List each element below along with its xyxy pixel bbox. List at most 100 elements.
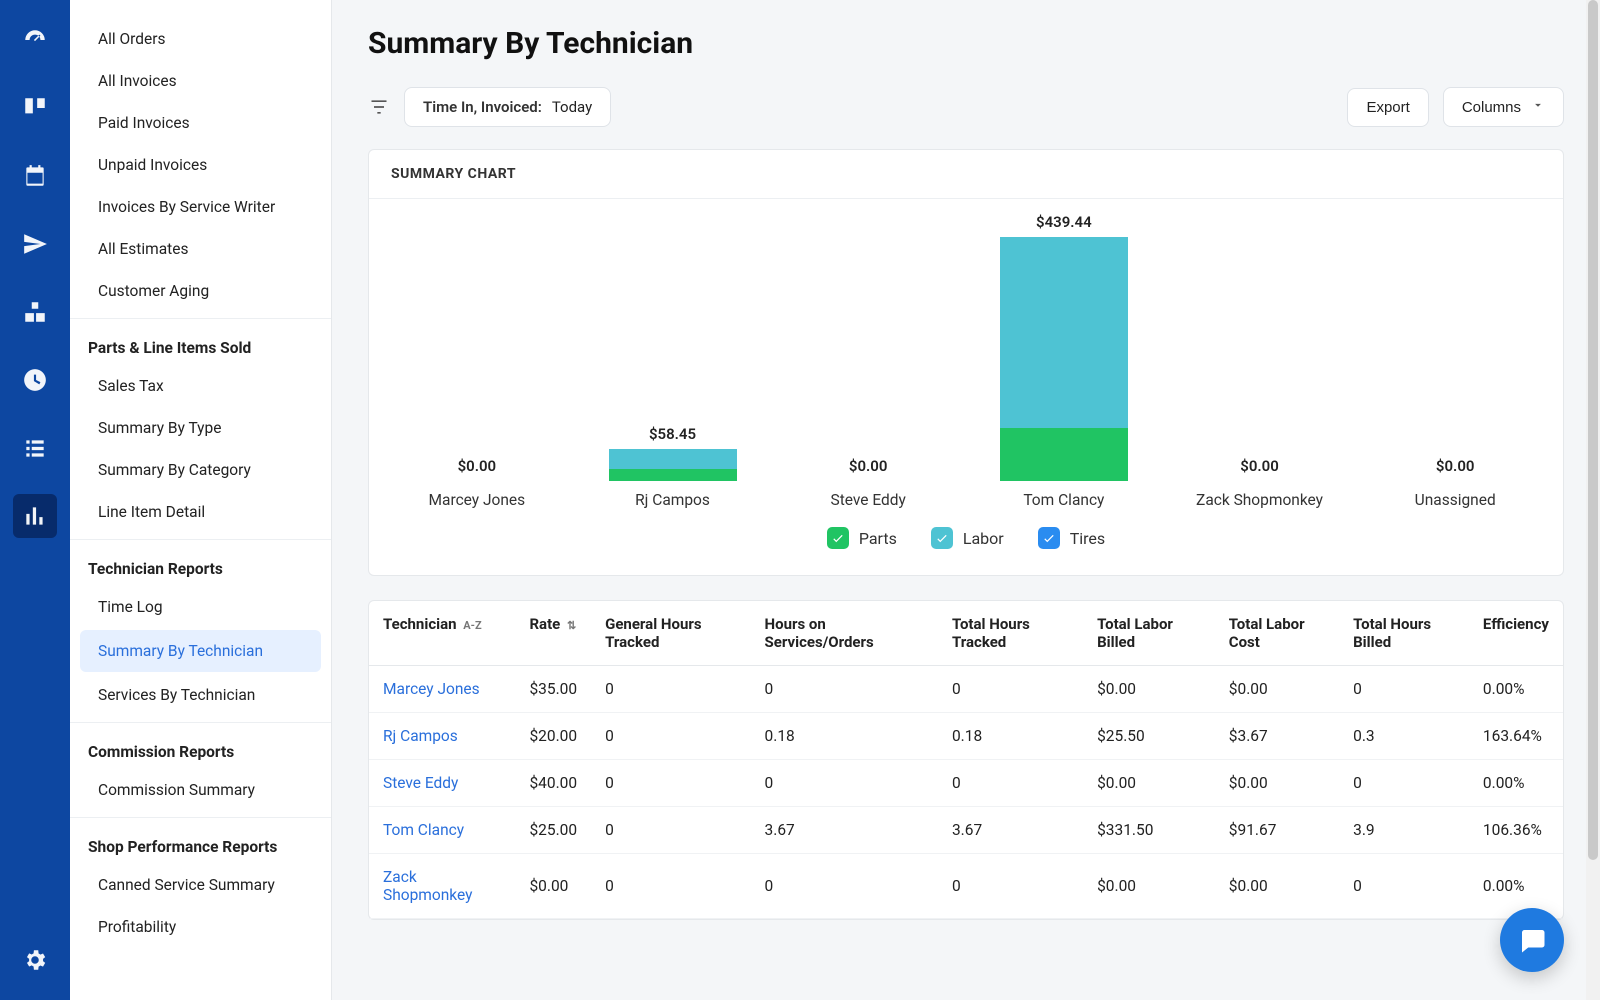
nav-item-profitability[interactable]: Profitability — [70, 906, 331, 948]
cell-tot_labor_cost: $91.67 — [1215, 807, 1339, 854]
nav-item-sales-tax[interactable]: Sales Tax — [70, 365, 331, 407]
boxes-icon[interactable] — [13, 290, 57, 334]
scrollbar[interactable] — [1586, 0, 1600, 1000]
nav-item-summary-by-technician[interactable]: Summary By Technician — [80, 630, 321, 672]
bar-value-label: $58.45 — [649, 425, 696, 443]
bar-segment-parts — [609, 469, 737, 481]
chat-launcher[interactable] — [1500, 908, 1564, 972]
chart-bar-rj-campos: $58.45 Rj Campos — [575, 425, 771, 509]
cell-technician[interactable]: Marcey Jones — [369, 666, 515, 713]
legend-label: Labor — [963, 529, 1004, 548]
bar-category-label: Zack Shopmonkey — [1196, 491, 1323, 509]
cell-technician[interactable]: Tom Clancy — [369, 807, 515, 854]
table-body: Marcey Jones$35.00000$0.00$0.0000.00% Rj … — [369, 666, 1563, 919]
bar-value-label: $0.00 — [1436, 457, 1475, 475]
cell-technician[interactable]: Zack Shopmonkey — [369, 854, 515, 919]
cell-gen_hours: 0 — [591, 713, 750, 760]
cell-tot_hrs_tracked: 0 — [938, 760, 1083, 807]
bar-segment-labor — [609, 449, 737, 469]
scrollbar-thumb[interactable] — [1588, 0, 1598, 860]
filter-label: Time In, Invoiced: — [423, 98, 542, 116]
legend-item-parts[interactable]: Parts — [827, 527, 897, 549]
calendar-icon[interactable] — [13, 154, 57, 198]
dashboard-icon[interactable] — [13, 18, 57, 62]
list-icon[interactable] — [13, 426, 57, 470]
bar-chart-icon[interactable] — [13, 494, 57, 538]
nav-item-commission-summary[interactable]: Commission Summary — [70, 769, 331, 811]
col-gen_hours[interactable]: General Hours Tracked — [591, 601, 750, 666]
col-efficiency[interactable]: Efficiency — [1469, 601, 1563, 666]
board-icon[interactable] — [13, 86, 57, 130]
chart-bar-tom-clancy: $439.44Tom Clancy — [966, 213, 1162, 509]
nav-item-services-by-technician[interactable]: Services By Technician — [70, 674, 331, 716]
cell-tot_hrs_billed: 3.9 — [1339, 807, 1469, 854]
bar-category-label: Rj Campos — [635, 491, 710, 509]
nav-item-unpaid-invoices[interactable]: Unpaid Invoices — [70, 144, 331, 186]
col-tot_labor_cost[interactable]: Total Labor Cost — [1215, 601, 1339, 666]
cell-rate: $0.00 — [515, 854, 591, 919]
cell-tot_labor_cost: $0.00 — [1215, 666, 1339, 713]
chart-bar-marcey-jones: $0.00Marcey Jones — [379, 457, 575, 509]
cell-technician[interactable]: Rj Campos — [369, 713, 515, 760]
cell-tot_hrs_billed: 0 — [1339, 666, 1469, 713]
table-row: Steve Eddy$40.00000$0.00$0.0000.00% — [369, 760, 1563, 807]
nav-item-canned-service-summary[interactable]: Canned Service Summary — [70, 864, 331, 906]
toolbar: Time In, Invoiced: Today Export Columns — [368, 87, 1564, 127]
nav-item-summary-by-category[interactable]: Summary By Category — [70, 449, 331, 491]
nav-item-line-item-detail[interactable]: Line Item Detail — [70, 491, 331, 533]
settings-icon[interactable] — [13, 938, 57, 982]
col-rate[interactable]: Rate ⇅ — [515, 601, 591, 666]
legend-item-tires[interactable]: Tires — [1038, 527, 1105, 549]
nav-item-time-log[interactable]: Time Log — [70, 586, 331, 628]
summary-chart-header: SUMMARY CHART — [369, 150, 1563, 199]
date-filter-pill[interactable]: Time In, Invoiced: Today — [404, 87, 611, 127]
clock-icon[interactable] — [13, 358, 57, 402]
col-tot_hrs_tracked[interactable]: Total Hours Tracked — [938, 601, 1083, 666]
nav-item-all-estimates[interactable]: All Estimates — [70, 228, 331, 270]
bar-category-label: Marcey Jones — [429, 491, 526, 509]
cell-tot_hrs_billed: 0 — [1339, 760, 1469, 807]
summary-chart-body: $0.00Marcey Jones$58.45Rj Campos$0.00Ste… — [369, 199, 1563, 575]
cell-efficiency: 0.00% — [1469, 666, 1563, 713]
filter-icon[interactable] — [368, 96, 390, 118]
technician-link[interactable]: Marcey Jones — [383, 680, 480, 698]
cell-rate: $25.00 — [515, 807, 591, 854]
cell-gen_hours: 0 — [591, 666, 750, 713]
cell-efficiency: 0.00% — [1469, 854, 1563, 919]
nav-item-summary-by-type[interactable]: Summary By Type — [70, 407, 331, 449]
export-button[interactable]: Export — [1347, 88, 1428, 127]
bar-segment-labor — [1000, 237, 1128, 428]
technician-link[interactable]: Tom Clancy — [383, 821, 464, 839]
send-icon[interactable] — [13, 222, 57, 266]
nav-item-paid-invoices[interactable]: Paid Invoices — [70, 102, 331, 144]
col-technician[interactable]: Technician A-Z — [369, 601, 515, 666]
col-tot_hrs_billed[interactable]: Total Hours Billed — [1339, 601, 1469, 666]
summary-chart-card: SUMMARY CHART $0.00Marcey Jones$58.45Rj … — [368, 149, 1564, 576]
cell-technician[interactable]: Steve Eddy — [369, 760, 515, 807]
chart-bar-zack-shopmonkey: $0.00Zack Shopmonkey — [1162, 457, 1358, 509]
nav-item-all-orders[interactable]: All Orders — [70, 18, 331, 60]
col-tot_labor_billed[interactable]: Total Labor Billed — [1083, 601, 1215, 666]
nav-item-invoices-by-service-writer[interactable]: Invoices By Service Writer — [70, 186, 331, 228]
technician-link[interactable]: Rj Campos — [383, 727, 458, 745]
cell-efficiency: 106.36% — [1469, 807, 1563, 854]
summary-chart: $0.00Marcey Jones$58.45Rj Campos$0.00Ste… — [379, 229, 1553, 509]
columns-button[interactable]: Columns — [1443, 87, 1564, 127]
cell-tot_hrs_tracked: 0.18 — [938, 713, 1083, 760]
legend-swatch-tires — [1038, 527, 1060, 549]
nav-item-customer-aging[interactable]: Customer Aging — [70, 270, 331, 312]
technician-link[interactable]: Steve Eddy — [383, 774, 458, 792]
technician-link[interactable]: Zack Shopmonkey — [383, 868, 472, 904]
cell-hrs_orders: 0 — [751, 666, 938, 713]
nav-item-all-invoices[interactable]: All Invoices — [70, 60, 331, 102]
col-hrs_orders[interactable]: Hours on Services/Orders — [751, 601, 938, 666]
chart-bar-steve-eddy: $0.00Steve Eddy — [770, 457, 966, 509]
table-row: Marcey Jones$35.00000$0.00$0.0000.00% — [369, 666, 1563, 713]
cell-gen_hours: 0 — [591, 760, 750, 807]
chevron-down-icon — [1531, 98, 1545, 116]
cell-rate: $20.00 — [515, 713, 591, 760]
legend-item-labor[interactable]: Labor — [931, 527, 1004, 549]
table-row: Zack Shopmonkey$0.00000$0.00$0.0000.00% — [369, 854, 1563, 919]
cell-hrs_orders: 0 — [751, 854, 938, 919]
table-header-row: Technician A-ZRate ⇅General Hours Tracke… — [369, 601, 1563, 666]
